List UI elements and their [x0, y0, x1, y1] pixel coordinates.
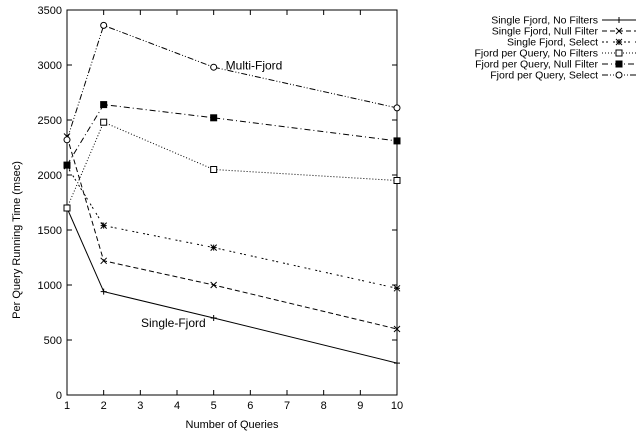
- data-point: [63, 136, 71, 144]
- x-tick-label: 9: [357, 400, 363, 412]
- legend-entry-label: Single Fjord, Select: [507, 37, 598, 49]
- x-tick-label: 7: [284, 400, 290, 412]
- x-axis-label: Number of Queries: [186, 419, 279, 431]
- x-tick-label: 8: [321, 400, 327, 412]
- data-point: [615, 60, 623, 68]
- x-tick-label: 5: [211, 400, 217, 412]
- legend-entry-label: Single Fjord, Null Filter: [492, 26, 599, 38]
- data-point: [100, 288, 107, 295]
- series-line: [66, 104, 398, 166]
- y-tick-label: 3500: [38, 5, 62, 17]
- series-lines: [63, 21, 401, 367]
- data-point: [63, 161, 71, 169]
- data-point: [615, 38, 623, 46]
- x-tick-label: 6: [247, 400, 253, 412]
- legend-entry-label: Fjord per Query, Select: [490, 70, 598, 82]
- data-point: [210, 281, 218, 289]
- y-tick-label: 1000: [38, 280, 62, 292]
- series-line: [66, 121, 398, 209]
- plot-frame: [66, 9, 398, 396]
- y-axis-label: Per Query Running Time (msec): [11, 161, 23, 319]
- x-tick-label: 3: [137, 400, 143, 412]
- data-point: [393, 137, 401, 145]
- data-point: [615, 71, 623, 79]
- y-tick-label: 3000: [38, 60, 62, 72]
- data-point: [100, 101, 108, 109]
- data-point: [100, 222, 108, 229]
- data-point: [210, 63, 218, 71]
- data-point: [100, 257, 108, 265]
- data-point: [616, 17, 622, 23]
- data-point: [394, 360, 400, 367]
- series-line: [66, 24, 398, 140]
- data-point: [210, 166, 218, 173]
- x-tick-label: 2: [101, 400, 107, 412]
- x-tick-label: 10: [391, 400, 403, 412]
- legend-entry-label: Fjord per Query, Null Filter: [475, 59, 598, 71]
- axes: 1 2 3 4 5 6 7 8 9 10 0 500 1000 1500 2000 2500 3000 3500 M…: [38, 5, 404, 412]
- data-point: [393, 325, 401, 333]
- data-point: [210, 315, 217, 321]
- data-point: [100, 118, 108, 126]
- chart-annotation: Single-Fjord: [141, 316, 206, 330]
- y-tick-label: 0: [56, 390, 62, 402]
- data-point: [393, 104, 401, 112]
- series-line: [66, 165, 398, 289]
- y-tick-label: 1500: [38, 225, 62, 237]
- data-point: [393, 284, 401, 292]
- data-point: [210, 114, 218, 122]
- series-line: [66, 207, 398, 364]
- legend-entry-label: Single Fjord, No Filters: [491, 15, 598, 27]
- data-point: [615, 49, 623, 57]
- data-point: [393, 177, 401, 184]
- legend-entry-label: Fjord per Query, No Filters: [474, 48, 598, 60]
- x-tick-label: 1: [64, 400, 70, 412]
- series-line: [66, 136, 398, 330]
- y-tick-label: 500: [44, 335, 62, 347]
- y-tick-label: 2500: [38, 115, 62, 127]
- data-point: [615, 27, 623, 35]
- y-tick-label: 2000: [38, 170, 62, 182]
- data-point: [63, 204, 71, 212]
- chart-annotation: Multi-Fjord: [226, 58, 283, 72]
- x-tick-label: 4: [174, 400, 180, 412]
- data-point: [210, 244, 218, 251]
- data-point: [100, 21, 108, 29]
